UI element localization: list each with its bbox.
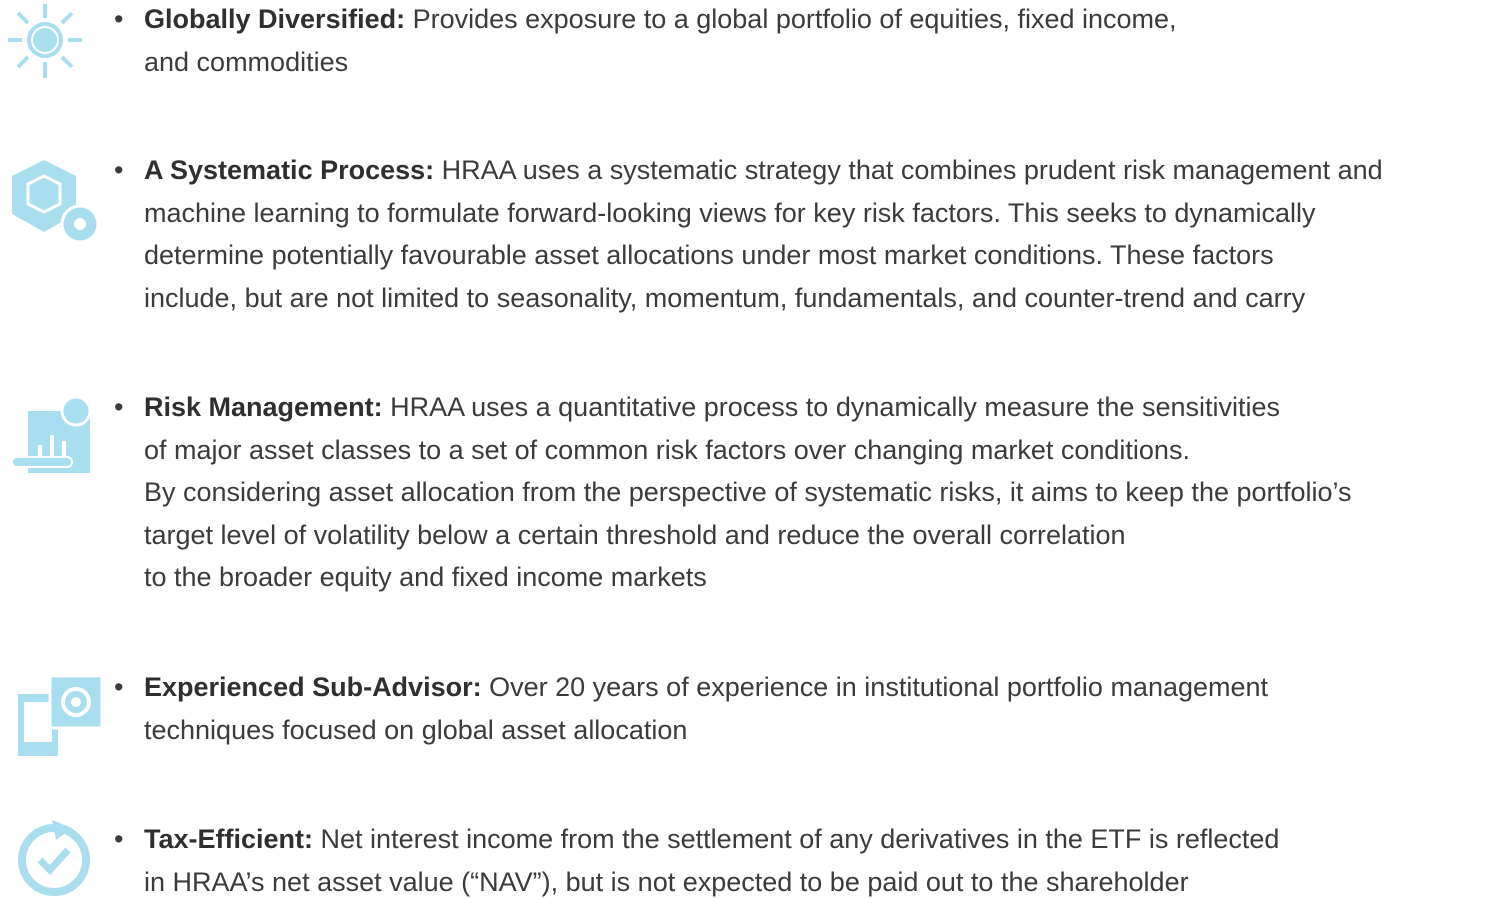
globe-icon [8, 4, 82, 78]
text-line: and commodities [144, 41, 1177, 84]
text-line: of major asset classes to a set of commo… [144, 429, 1352, 472]
item-text: include, but are not limited to seasonal… [144, 282, 1306, 313]
text-line: target level of volatility below a certa… [144, 514, 1352, 557]
item-title: Experienced Sub-Advisor: [144, 672, 482, 702]
item-text: HRAA uses a quantitative process to dyna… [390, 392, 1280, 422]
bullet: • [114, 392, 124, 422]
item-title: A Systematic Process: [144, 155, 435, 185]
item-text: in HRAA’s net asset value (“NAV”), but i… [144, 866, 1189, 897]
text-line: Globally Diversified: Provides exposure … [144, 0, 1177, 41]
item-text: and commodities [144, 46, 349, 77]
text-line: By considering asset allocation from the… [144, 471, 1352, 514]
text-line: include, but are not limited to seasonal… [144, 277, 1383, 320]
item-text: machine learning to formulate forward-lo… [144, 197, 1316, 228]
text-line: determine potentially favourable asset a… [144, 234, 1383, 277]
bullet: • [114, 4, 124, 34]
text-line: machine learning to formulate forward-lo… [144, 192, 1383, 235]
bullet: • [114, 824, 124, 854]
item-text: HRAA uses a systematic strategy that com… [441, 155, 1383, 185]
risk-chart-icon [11, 395, 92, 473]
item-title: Globally Diversified: [144, 4, 406, 34]
item-text: techniques focused on global asset alloc… [144, 714, 688, 745]
advisor-icon [18, 674, 104, 756]
bullet: • [114, 672, 124, 702]
list-item: • Globally Diversified: Provides exposure… [114, 0, 1177, 84]
item-text: Over 20 years of experience in instituti… [489, 672, 1269, 702]
list-item: • Tax-Efficient: Net interest income from… [114, 818, 1279, 898]
item-text: Net interest income from the settlement … [320, 824, 1280, 854]
item-title: Risk Management: [144, 392, 383, 422]
item-title: Tax-Efficient: [144, 824, 314, 854]
text-line: techniques focused on global asset alloc… [144, 709, 1268, 752]
item-text: target level of volatility below a certa… [144, 519, 1126, 550]
text-line: A Systematic Process: HRAA uses a system… [144, 149, 1383, 192]
item-text: By considering asset allocation from the… [144, 477, 1352, 508]
list-item: • Experienced Sub-Advisor: Over 20 years … [114, 666, 1268, 752]
list-item: • A Systematic Process: HRAA uses a syste… [114, 149, 1383, 320]
item-text: determine potentially favourable asset a… [144, 240, 1274, 271]
item-text: to the broader equity and fixed income m… [144, 562, 707, 593]
text-line: in HRAA’s net asset value (“NAV”), but i… [144, 861, 1279, 898]
item-text: of major asset classes to a set of commo… [144, 434, 1190, 465]
text-line: Tax-Efficient: Net interest income from … [144, 818, 1279, 861]
list-item: • Risk Management: HRAA uses a quantitati… [114, 386, 1352, 599]
text-line: Risk Management: HRAA uses a quantitativ… [144, 386, 1352, 429]
cube-icon [12, 160, 100, 244]
bullet: • [114, 155, 124, 185]
item-text: Provides exposure to a global portfolio … [412, 4, 1177, 34]
tax-efficient-icon [18, 820, 90, 896]
text-line: Experienced Sub-Advisor: Over 20 years o… [144, 666, 1268, 709]
text-line: to the broader equity and fixed income m… [144, 556, 1352, 599]
